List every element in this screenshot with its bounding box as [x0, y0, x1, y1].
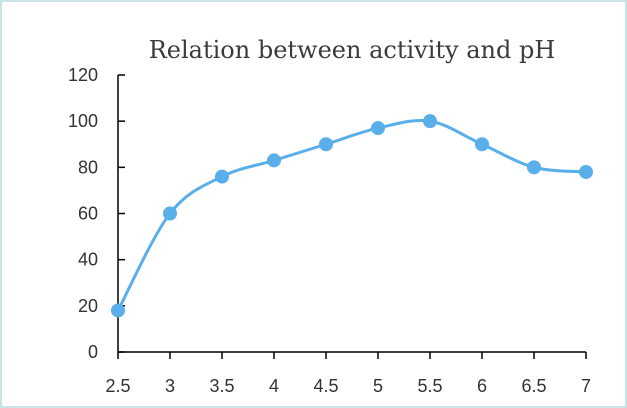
data-point: [527, 160, 541, 175]
y-tick-label: 20: [78, 296, 98, 316]
data-point: [579, 164, 593, 179]
data-point: [163, 206, 177, 221]
x-tick-label: 6.5: [521, 376, 546, 396]
x-tick-label: 6: [477, 376, 487, 396]
x-tick-label: 5.5: [417, 376, 442, 396]
data-point: [423, 114, 437, 129]
plot-area: [111, 114, 593, 318]
data-point: [267, 153, 281, 168]
x-tick-label: 4: [269, 376, 279, 396]
y-tick-label: 120: [68, 65, 98, 85]
y-tick-label: 80: [78, 157, 98, 177]
data-point: [111, 303, 125, 318]
data-point: [319, 137, 333, 152]
y-tick-label: 0: [88, 342, 98, 362]
data-point: [371, 121, 385, 136]
x-tick-label: 3: [165, 376, 175, 396]
x-tick-label: 4.5: [313, 376, 338, 396]
y-tick-label: 40: [78, 250, 98, 270]
x-tick-label: 5: [373, 376, 383, 396]
y-tick-label: 100: [68, 111, 98, 131]
axes: 0 20 40 60 80 100 120 2.5 3 3.5 4 4.5 5 5.5 6 6.5 7: [68, 65, 591, 396]
data-point: [215, 169, 229, 184]
chart-title: Relation between activity and pH: [149, 36, 556, 64]
y-tick-label: 60: [78, 204, 98, 224]
series-line: [116, 119, 587, 312]
x-tick-label: 7: [581, 376, 591, 396]
x-tick-label: 3.5: [209, 376, 234, 396]
x-tick-label: 2.5: [105, 376, 130, 396]
data-point: [475, 137, 489, 152]
